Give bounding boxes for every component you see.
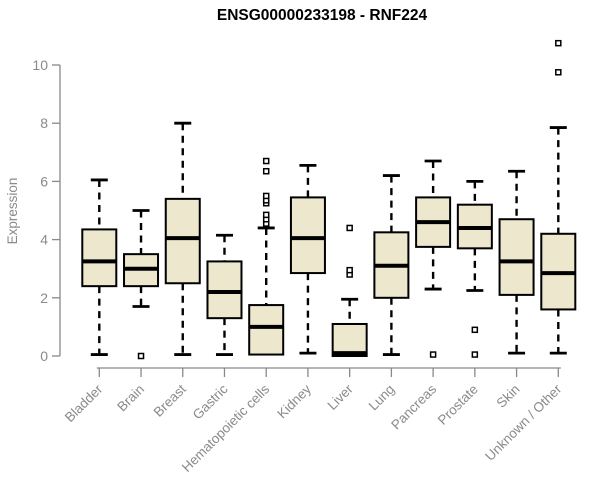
box-breast bbox=[164, 197, 201, 285]
x-tick-label: Breast bbox=[151, 381, 189, 419]
outlier-point bbox=[429, 351, 437, 358]
outlier-point bbox=[262, 157, 270, 165]
x-tick-label: Liver bbox=[324, 381, 356, 413]
y-tick-label: 4 bbox=[40, 232, 48, 248]
outlier-point bbox=[471, 326, 479, 334]
outlier-point bbox=[262, 211, 270, 219]
outlier-point bbox=[262, 192, 270, 200]
y-tick-label: 2 bbox=[40, 290, 48, 306]
outlier-point bbox=[346, 266, 353, 274]
y-tick-label: 10 bbox=[32, 57, 48, 73]
x-tick-label: Unknown / Other bbox=[482, 381, 565, 464]
chart-title: ENSG00000233198 - RNF224 bbox=[216, 7, 428, 24]
box-gastric bbox=[206, 260, 243, 320]
x-tick-label: Skin bbox=[494, 382, 523, 411]
box-skin bbox=[498, 218, 535, 296]
x-tick-label: Prostate bbox=[435, 382, 481, 428]
outlier-point bbox=[346, 224, 353, 232]
outlier-point bbox=[137, 352, 145, 360]
box-kidney bbox=[289, 196, 326, 275]
x-tick-label: Kidney bbox=[274, 381, 314, 421]
x-tick-label: Pancreas bbox=[388, 381, 439, 432]
y-tick-label: 0 bbox=[40, 348, 48, 364]
box-liver bbox=[331, 322, 368, 357]
outlier-point bbox=[471, 351, 479, 358]
y-tick-label: 6 bbox=[40, 173, 48, 189]
x-tick-label: Brain bbox=[114, 382, 147, 415]
outlier-point bbox=[555, 69, 562, 76]
outlier-point bbox=[555, 39, 562, 47]
box-hematopoietic-cells bbox=[248, 304, 285, 356]
x-tick-label: Lung bbox=[366, 382, 398, 414]
x-tick-label: Gastric bbox=[190, 381, 231, 422]
box-bladder bbox=[81, 228, 118, 288]
x-tick-label: Bladder bbox=[62, 381, 106, 425]
outlier-point bbox=[262, 167, 270, 175]
y-tick-label: 8 bbox=[40, 115, 48, 131]
